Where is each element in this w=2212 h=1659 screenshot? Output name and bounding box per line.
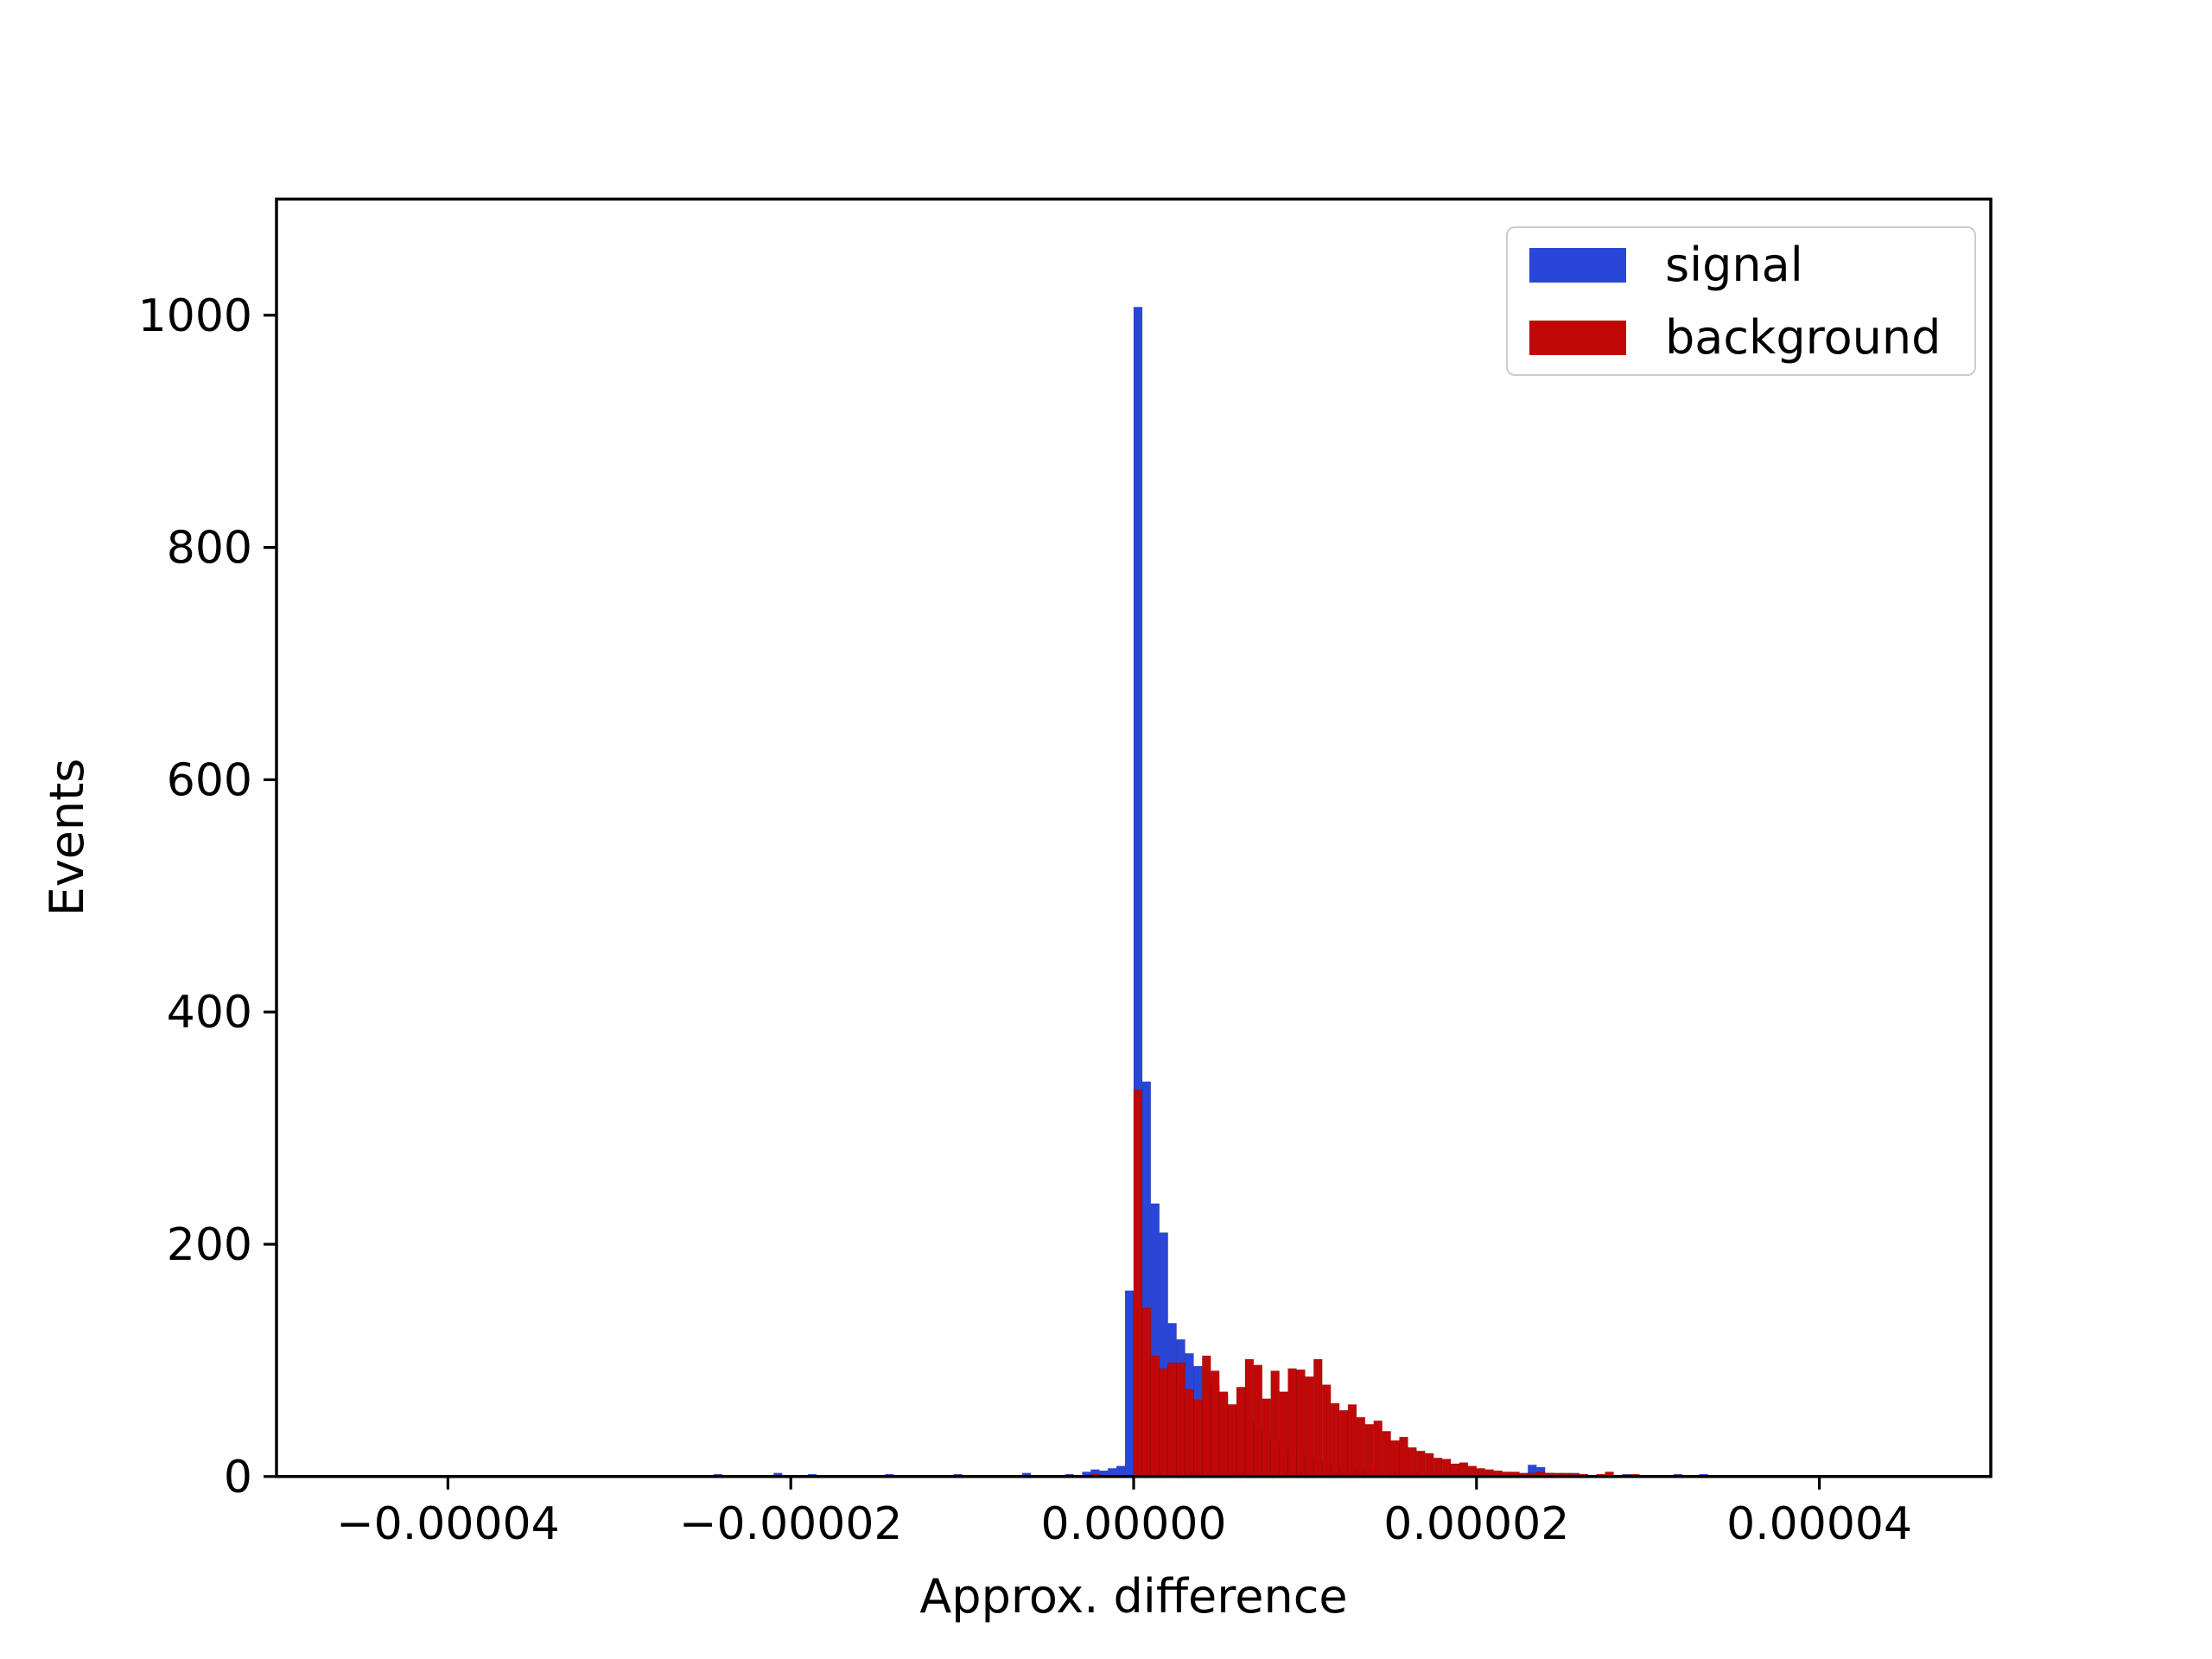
background-bar: [1441, 1459, 1452, 1478]
background-legend-label: background: [1665, 309, 1942, 365]
x-axis-label: Approx. difference: [919, 1569, 1347, 1624]
background-bar: [1201, 1355, 1211, 1478]
background-bar: [1390, 1440, 1400, 1478]
background-bar: [1159, 1368, 1169, 1478]
background-bar: [1218, 1391, 1229, 1478]
background-bar: [1253, 1364, 1263, 1478]
background-bar: [1313, 1358, 1323, 1478]
background-bar: [1279, 1391, 1288, 1478]
background-bar: [1424, 1452, 1434, 1478]
background-bar: [1338, 1409, 1349, 1478]
background-bar: [1415, 1450, 1426, 1478]
y-tick-label: 600: [167, 754, 252, 806]
background-bar: [1150, 1355, 1160, 1478]
x-tick-label: 0.00004: [1726, 1498, 1912, 1550]
background-bar: [1236, 1386, 1246, 1478]
background-bar: [1185, 1389, 1194, 1478]
legend-box: signal background: [1506, 226, 1976, 376]
background-bar: [1364, 1423, 1375, 1478]
background-bar: [1467, 1465, 1478, 1478]
background-bar: [1356, 1416, 1366, 1478]
background-bar: [1176, 1362, 1185, 1478]
x-tick-label: −0.00004: [336, 1498, 560, 1550]
background-bar: [1399, 1436, 1408, 1478]
x-tick-label: −0.00002: [679, 1498, 903, 1550]
background-bar: [1321, 1384, 1332, 1478]
background-bar: [1330, 1402, 1340, 1478]
background-bar: [1450, 1463, 1460, 1478]
x-tick-label: 0.00000: [1040, 1498, 1226, 1550]
signal-legend-label: signal: [1665, 237, 1803, 292]
background-swatch: [1529, 320, 1626, 355]
background-bar: [1459, 1462, 1469, 1478]
background-bar: [1433, 1457, 1443, 1478]
background-bar: [1227, 1404, 1237, 1478]
y-tick-label: 800: [167, 523, 252, 575]
background-bar: [1244, 1358, 1255, 1478]
background-bar: [1141, 1307, 1152, 1478]
y-axis-label: Events: [40, 759, 94, 917]
signal-bar: [1116, 1465, 1126, 1478]
signal-swatch: [1529, 247, 1626, 283]
background-bar: [1133, 1089, 1143, 1478]
y-tick-label: 200: [167, 1219, 252, 1271]
signal-bars: [713, 306, 1837, 1478]
x-tick-label: 0.00002: [1383, 1498, 1569, 1550]
background-bar: [1408, 1446, 1417, 1478]
background-bar: [1296, 1369, 1306, 1478]
background-bar: [1382, 1430, 1392, 1478]
background-bar: [1210, 1370, 1220, 1478]
y-tick-label: 0: [224, 1452, 252, 1503]
signal-bar: [1124, 1290, 1135, 1478]
background-bar: [1347, 1404, 1357, 1478]
x-axis-ticks: −0.00004 −0.00002 0.00000 0.00002 0.00004: [336, 1476, 1912, 1550]
legend-entry-signal: signal: [1529, 237, 1974, 292]
background-bar: [1270, 1370, 1281, 1478]
legend-entry-background: background: [1529, 309, 1974, 365]
y-tick-label: 1000: [138, 290, 252, 342]
y-axis-ticks: 0 200 400 600 800 1000: [138, 290, 276, 1503]
background-bar: [1373, 1420, 1383, 1478]
background-bar: [1262, 1398, 1272, 1478]
background-bar: [1193, 1399, 1203, 1478]
background-bar: [1305, 1376, 1314, 1478]
background-bar: [1287, 1368, 1297, 1478]
background-bar: [1167, 1362, 1178, 1478]
background-bars: [1090, 1089, 1692, 1478]
y-tick-label: 400: [167, 987, 252, 1039]
